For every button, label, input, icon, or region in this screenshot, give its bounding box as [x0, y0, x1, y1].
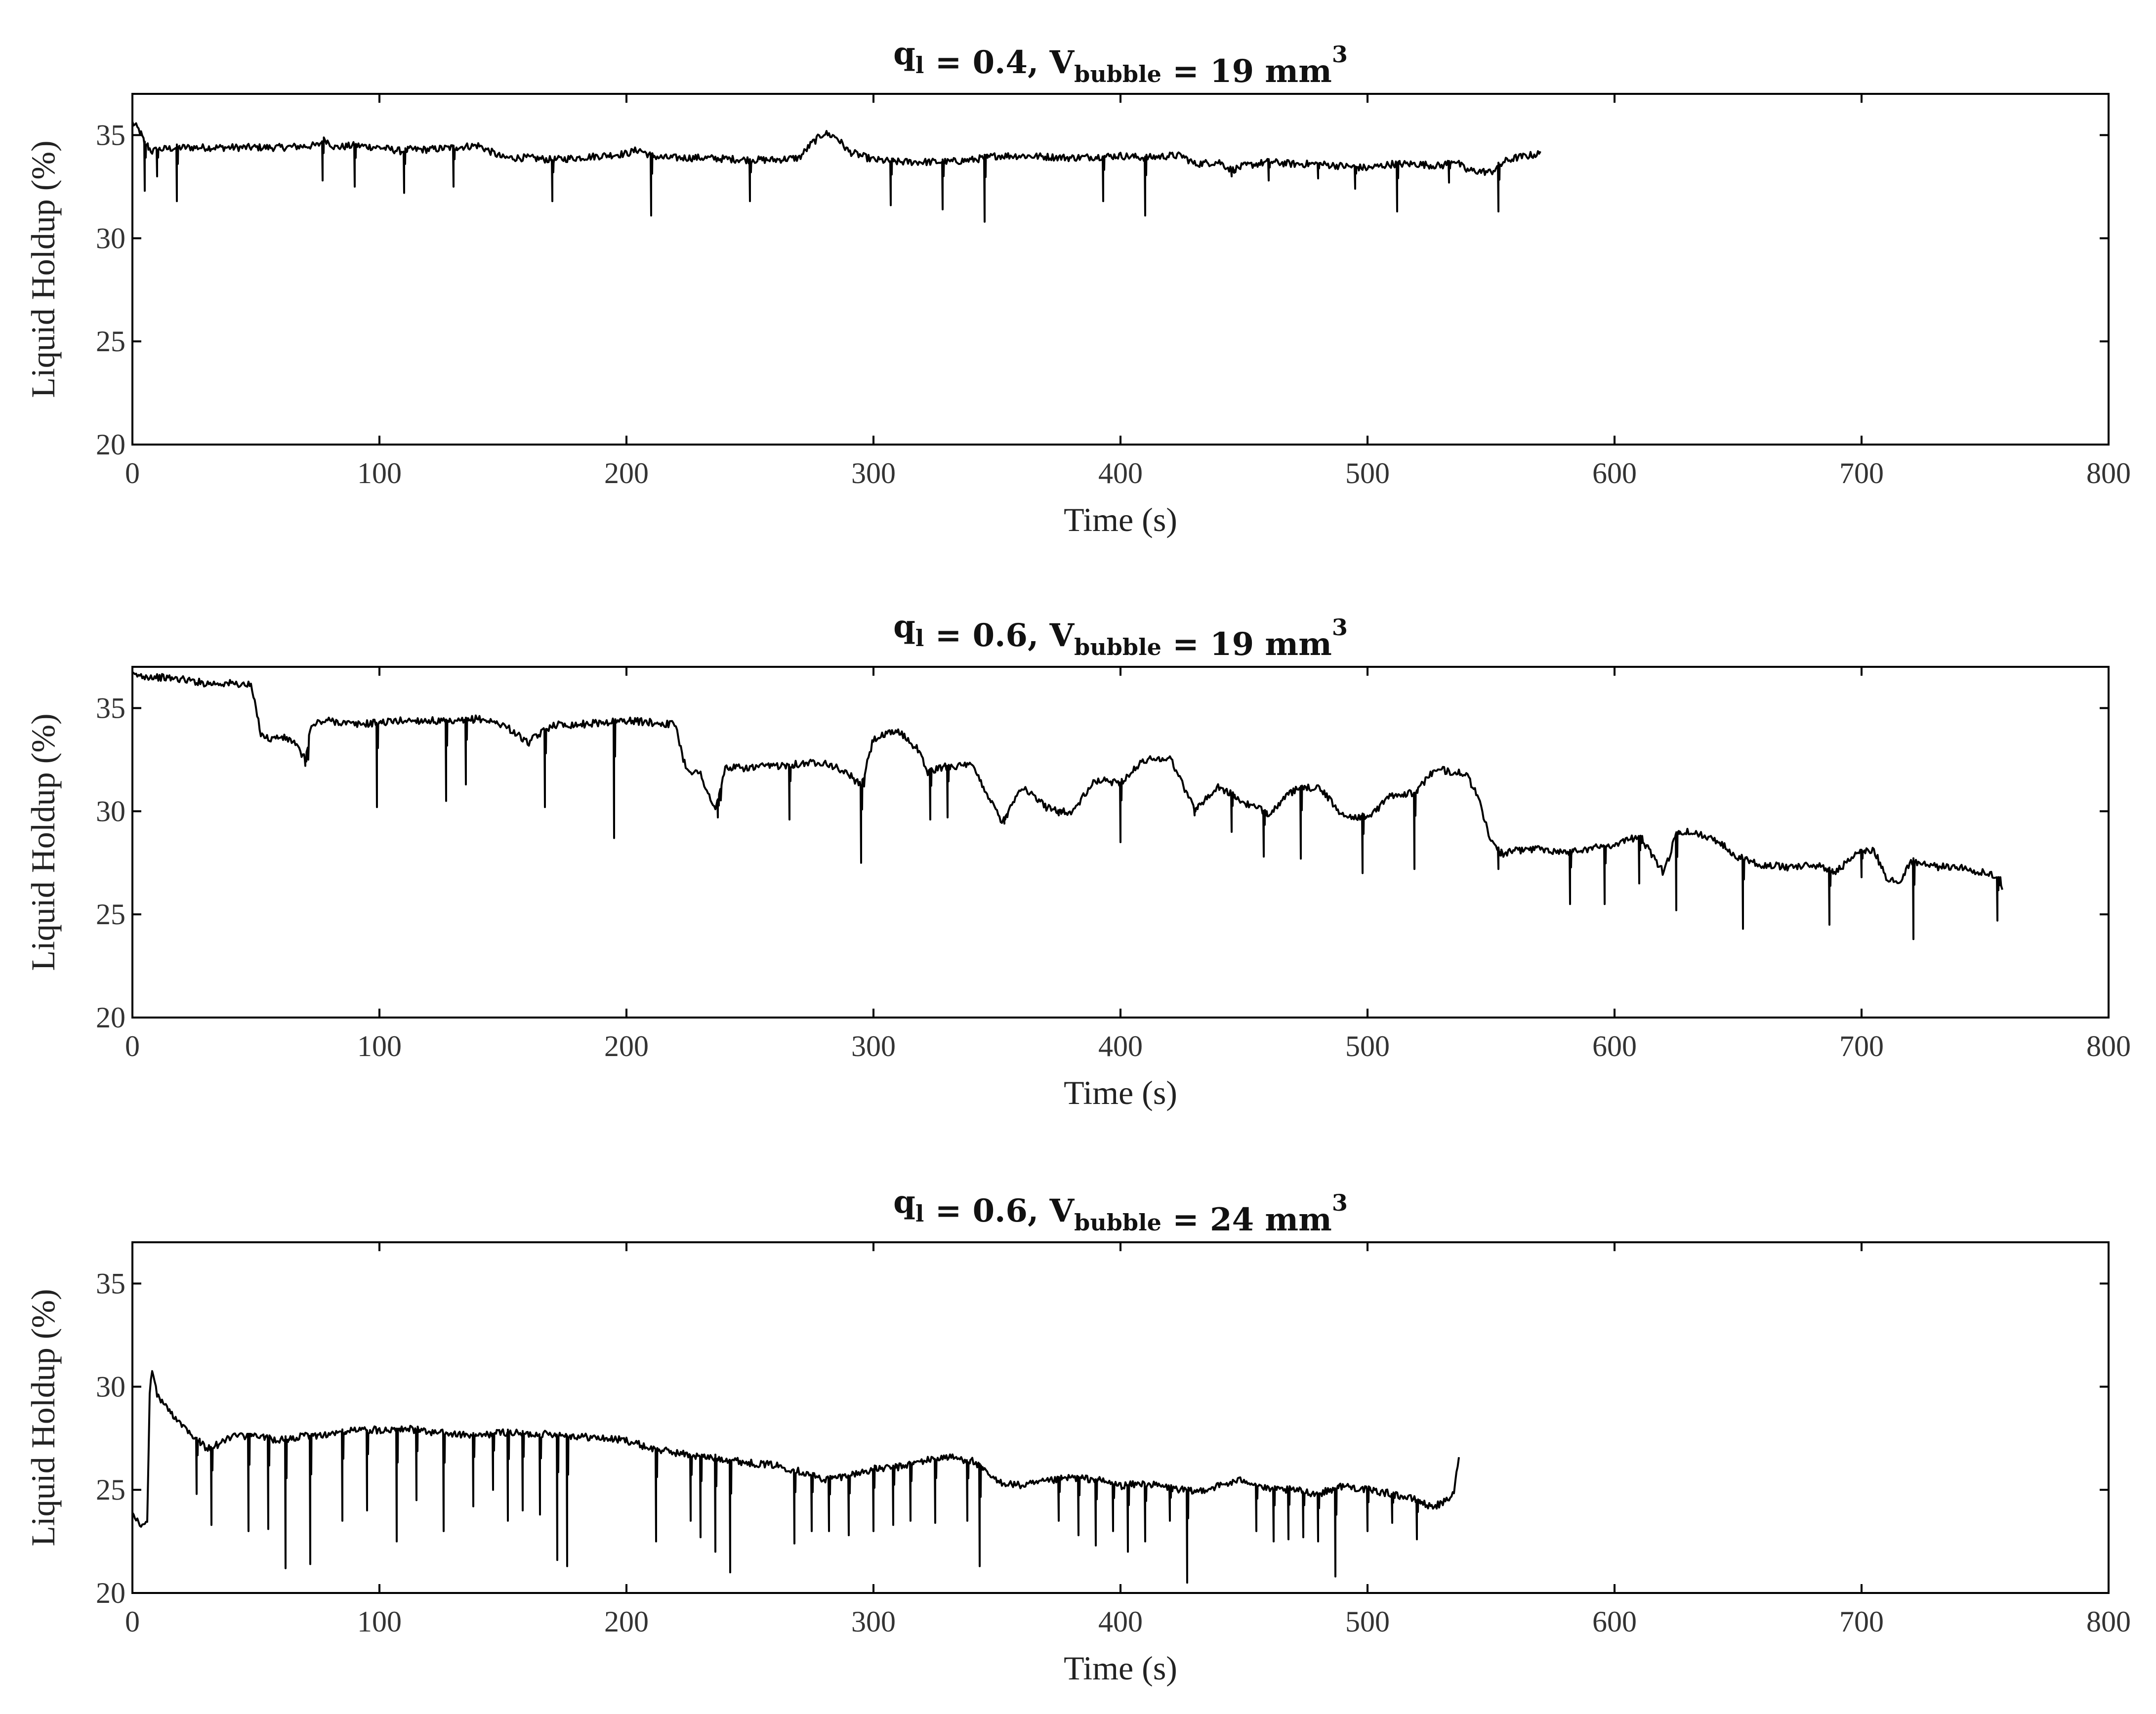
x-axis-label: Time (s)	[1064, 1649, 1177, 1687]
y-tick-label: 25	[96, 325, 125, 358]
title-part-v-val: = 19 mm	[1161, 626, 1332, 663]
title-part-sup: 3	[1332, 41, 1348, 68]
title-part-sup: 3	[1332, 1189, 1348, 1216]
x-tick-label: 800	[2086, 457, 2131, 490]
title-part-q: q	[893, 608, 915, 645]
y-tick-label: 30	[96, 795, 125, 827]
x-tick-label: 600	[1592, 457, 1637, 490]
title-part-q: q	[893, 1183, 915, 1221]
title-part-q-sub: l	[915, 625, 924, 652]
y-tick-label: 35	[96, 119, 125, 152]
x-tick-label: 500	[1345, 1030, 1390, 1062]
x-axis-label: Time (s)	[1064, 501, 1177, 538]
x-tick-label: 500	[1345, 1605, 1390, 1638]
title-part-q-sub: l	[915, 1200, 924, 1227]
title-part-v-sub: bubble	[1074, 61, 1161, 87]
title-part-v-sub: bubble	[1074, 634, 1161, 660]
x-tick-label: 700	[1839, 457, 1884, 490]
x-axis-label: Time (s)	[1064, 1074, 1177, 1111]
x-tick-label: 200	[604, 1030, 649, 1062]
x-tick-label: 100	[357, 1030, 402, 1062]
y-tick-label: 20	[96, 1001, 125, 1034]
title-part-v-val: = 24 mm	[1161, 1201, 1332, 1238]
title-part-q-val: = 0.4, V	[924, 44, 1075, 81]
series-line	[131, 121, 1541, 223]
title-part-q-val: = 0.6, V	[924, 617, 1075, 654]
x-tick-label: 500	[1345, 457, 1390, 490]
y-tick-label: 35	[96, 692, 125, 725]
plot-frame	[131, 1241, 2110, 1594]
x-tick-label: 300	[851, 457, 896, 490]
title-part-q-sub: l	[915, 52, 924, 79]
x-tick-label: 200	[604, 457, 649, 490]
y-tick-label: 20	[96, 428, 125, 461]
x-tick-label: 0	[125, 1605, 140, 1638]
x-tick-label: 400	[1098, 1030, 1143, 1062]
title-part-q-val: = 0.6, V	[924, 1192, 1075, 1229]
y-tick-label: 30	[96, 222, 125, 254]
y-axis-label: Liquid Holdup (%)	[24, 713, 62, 971]
chart-title: ql = 0.6, Vbubble = 24 mm3	[893, 1183, 1348, 1238]
chart-title: ql = 0.4, Vbubble = 19 mm3	[893, 35, 1348, 90]
x-tick-label: 800	[2086, 1605, 2131, 1638]
chart-title: ql = 0.6, Vbubble = 19 mm3	[893, 608, 1348, 663]
title-part-v-val: = 19 mm	[1161, 53, 1332, 90]
x-tick-label: 200	[604, 1605, 649, 1638]
y-axis-label: Liquid Holdup (%)	[24, 1289, 62, 1546]
x-tick-label: 700	[1839, 1605, 1884, 1638]
title-part-v-sub: bubble	[1074, 1209, 1161, 1236]
x-tick-label: 100	[357, 457, 402, 490]
x-tick-label: 300	[851, 1030, 896, 1062]
series-line	[131, 1370, 1460, 1584]
x-tick-label: 800	[2086, 1030, 2131, 1062]
series-line	[131, 671, 2003, 940]
x-tick-label: 400	[1098, 1605, 1143, 1638]
x-tick-label: 600	[1592, 1030, 1637, 1062]
x-tick-label: 700	[1839, 1030, 1884, 1062]
title-part-sup: 3	[1332, 614, 1348, 641]
title-part-q: q	[893, 35, 915, 72]
x-tick-label: 300	[851, 1605, 896, 1638]
y-tick-label: 25	[96, 898, 125, 931]
x-tick-label: 0	[125, 1030, 140, 1062]
y-tick-label: 25	[96, 1473, 125, 1506]
x-tick-label: 400	[1098, 457, 1143, 490]
plot-frame	[131, 93, 2110, 446]
y-tick-label: 35	[96, 1267, 125, 1300]
x-tick-label: 0	[125, 457, 140, 490]
y-tick-label: 30	[96, 1370, 125, 1403]
y-tick-label: 20	[96, 1577, 125, 1609]
x-tick-label: 100	[357, 1605, 402, 1638]
y-axis-label: Liquid Holdup (%)	[24, 140, 62, 398]
x-tick-label: 600	[1592, 1605, 1637, 1638]
